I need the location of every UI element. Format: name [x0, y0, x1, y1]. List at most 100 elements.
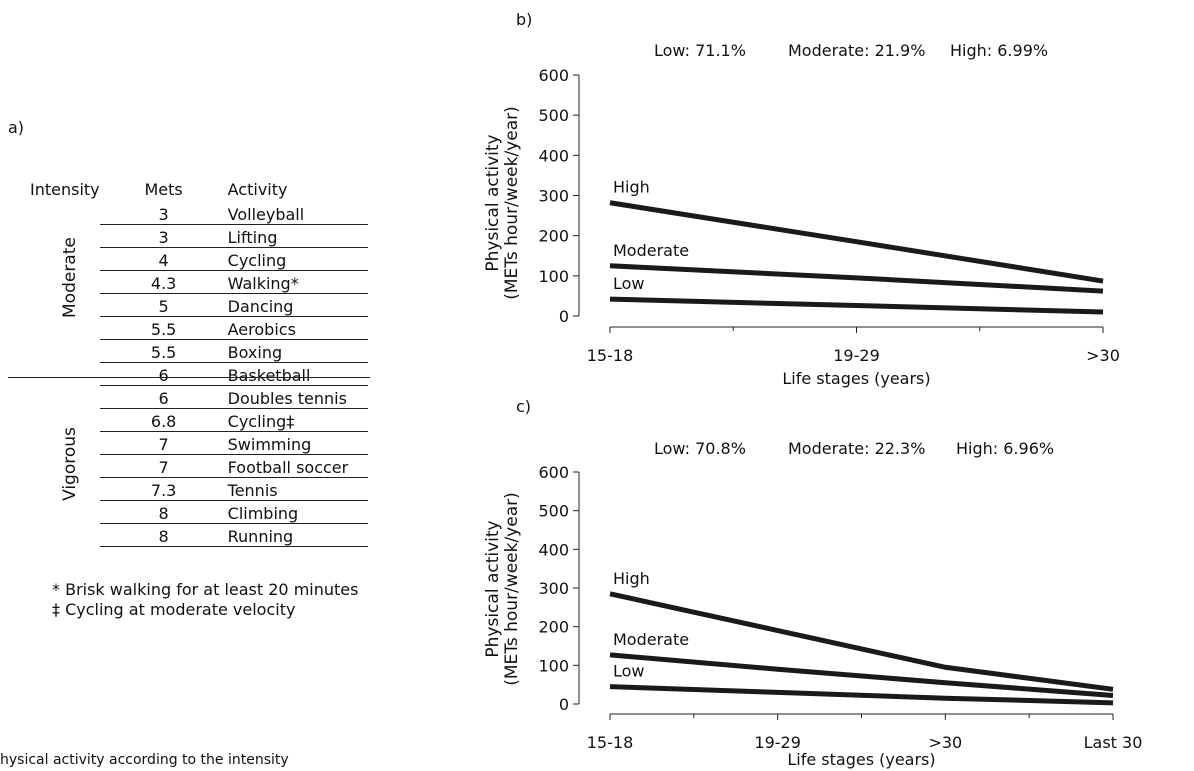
mets-table: Intensity Mets Activity 3 Volleyball 3 Lift…	[30, 178, 368, 547]
header-stat: Moderate: 21.9%	[788, 41, 925, 60]
group-moderate-label: Moderate	[60, 237, 80, 318]
header-stat: Moderate: 22.3%	[788, 439, 925, 458]
mets-cell: 5.5	[99, 316, 228, 340]
y-tick-label: 600	[538, 66, 569, 85]
footnote-cycling: ‡ Cycling at moderate velocity	[52, 600, 296, 619]
series-label: High	[613, 569, 650, 588]
y-axis-title: Physical activity	[483, 520, 503, 657]
y-tick-label: 600	[538, 463, 569, 482]
chart-c: c)Low: 70.8% Moderate: 22.3% High: 6.96%01…	[483, 397, 1142, 769]
y-tick-label: 500	[538, 106, 569, 125]
activity-cell: Cycling	[227, 247, 368, 271]
table-row: 7 Football soccer	[30, 454, 368, 478]
series-label: Moderate	[613, 630, 689, 649]
y-tick-label: 0	[559, 307, 569, 326]
header-stat: High: 6.96%	[956, 439, 1054, 458]
table-row: 6 Basketball	[30, 362, 368, 386]
panel-label: c)	[516, 397, 531, 416]
table-row: 3 Volleyball	[30, 202, 368, 225]
table-row: 6.8 Cycling‡	[30, 408, 368, 432]
table-row: 5.5 Boxing	[30, 339, 368, 363]
panel-a-label: a)	[8, 118, 25, 137]
activity-cell: Running	[227, 523, 368, 547]
series-line-moderate	[609, 263, 1104, 294]
y-tick-label: 300	[538, 579, 569, 598]
series-label: High	[613, 178, 650, 197]
y-tick-label: 100	[538, 267, 569, 286]
mets-cell: 6.8	[99, 408, 228, 432]
figure-caption: hysical activity according to the intens…	[0, 752, 289, 768]
intensity-cell	[30, 363, 100, 386]
header-intensity: Intensity	[30, 179, 100, 199]
mets-cell: 6	[99, 385, 228, 409]
activity-cell: Boxing	[227, 339, 368, 363]
table-row: 5.5 Aerobics	[30, 316, 368, 340]
x-tick-label: 19-29	[754, 733, 801, 752]
y-tick-label: 100	[538, 656, 569, 675]
group-vigorous-label: Vigorous	[60, 427, 80, 501]
mets-cell: 3	[99, 224, 228, 248]
intensity-cell	[30, 317, 100, 340]
mets-cell: 7.3	[99, 477, 228, 501]
table-row: 3 Lifting	[30, 224, 368, 248]
panel-label: b)	[516, 10, 532, 29]
x-tick-label: 19-29	[833, 346, 880, 365]
y-tick-label: 0	[559, 695, 569, 714]
y-tick-label: 200	[538, 618, 569, 637]
activity-cell: Tennis	[227, 477, 368, 501]
mets-cell: 7	[99, 454, 228, 478]
y-tick-label: 400	[538, 540, 569, 559]
y-tick-label: 500	[538, 502, 569, 521]
x-tick-label: 15-18	[587, 346, 634, 365]
activity-cell: Lifting	[227, 224, 368, 248]
table-row: 5 Dancing	[30, 293, 368, 317]
group-separator	[8, 377, 370, 378]
header-stat: High: 6.99%	[950, 41, 1048, 60]
intensity-cell	[30, 202, 100, 225]
activity-cell: Doubles tennis	[227, 385, 368, 409]
header-stat: Low: 71.1%	[654, 41, 746, 60]
table-row: 8 Running	[30, 523, 368, 547]
mets-cell: 8	[99, 523, 228, 547]
intensity-cell	[30, 340, 100, 363]
mets-cell: 7	[99, 431, 228, 455]
mets-cell: 5	[99, 293, 228, 317]
header-activity: Activity	[227, 179, 288, 199]
header-mets: Mets	[144, 179, 183, 199]
chart-b: b) Low: 71.1% Moderate: 21.9% High: 6.99% 0 1…	[483, 10, 1120, 388]
series-label: Moderate	[613, 241, 689, 260]
activity-cell: Dancing	[227, 293, 368, 317]
table-row: 4.3 Walking*	[30, 270, 368, 294]
mets-cell: 4	[99, 247, 228, 271]
mets-cell: 6	[99, 362, 228, 386]
x-axis-title: Life stages (years)	[787, 750, 935, 769]
x-tick-label: 15-18	[587, 733, 634, 752]
y-axis-title: (METs hour/week/year)	[502, 492, 522, 686]
table-row: 7.3 Tennis	[30, 477, 368, 501]
y-tick-label: 300	[538, 187, 569, 206]
series-line-low	[609, 296, 1104, 315]
series-label: Low	[613, 662, 645, 681]
intensity-cell	[30, 524, 100, 547]
activity-cell: Aerobics	[227, 316, 368, 340]
activity-cell: Walking*	[227, 270, 368, 294]
mets-cell: 4.3	[99, 270, 228, 294]
mets-cell: 5.5	[99, 339, 228, 363]
table-row: 4 Cycling	[30, 247, 368, 271]
intensity-cell	[30, 386, 100, 409]
table-row: 6 Doubles tennis	[30, 385, 368, 409]
x-tick-label: >30	[1086, 346, 1120, 365]
series-line-high	[609, 591, 1114, 692]
activity-cell: Basketball	[227, 362, 368, 386]
x-axis-title: Life stages (years)	[782, 369, 930, 388]
series-line-low	[609, 684, 1114, 706]
y-tick-label: 200	[538, 227, 569, 246]
mets-cell: 8	[99, 500, 228, 524]
activity-cell: Swimming	[227, 431, 368, 455]
header-stat: Low: 70.8%	[654, 439, 746, 458]
activity-cell: Climbing	[227, 500, 368, 524]
series-line-high	[609, 200, 1104, 284]
footnote-walking: * Brisk walking for at least 20 minutes	[52, 580, 359, 599]
y-axis-title: (METs hour/week/year)	[502, 106, 522, 300]
y-axis-title: Physical activity	[483, 134, 503, 271]
